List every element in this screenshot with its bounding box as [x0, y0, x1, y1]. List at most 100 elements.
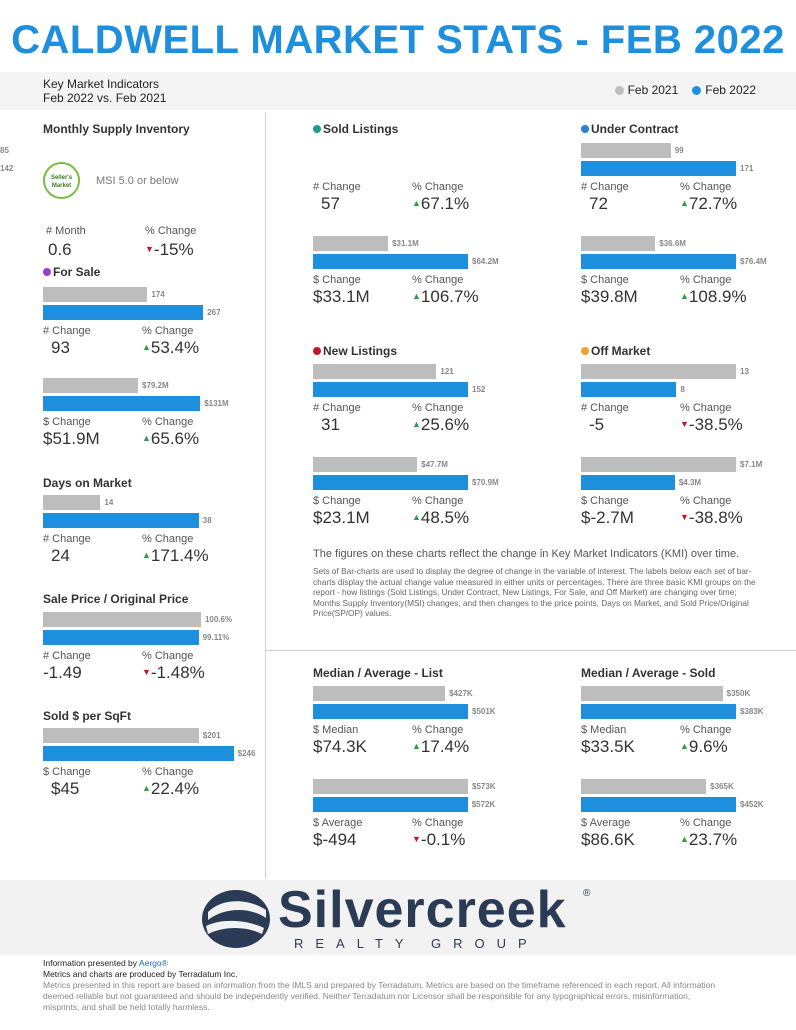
- chart-title-text: Under Contract: [591, 122, 679, 136]
- stat-value-pct-text: -38.8%: [688, 508, 743, 527]
- stat-value-pct: ▲48.5%: [412, 508, 469, 528]
- bar-sqft-feb-2021: [43, 728, 199, 743]
- aergo-link[interactable]: Aergo®: [138, 958, 168, 968]
- stat-value-pct: ▼-0.1%: [412, 830, 465, 850]
- msi-month-label: # Month: [46, 225, 86, 237]
- bar-off_count-feb-2021: [581, 364, 736, 379]
- up-arrow-icon: ▲: [680, 198, 689, 208]
- up-arrow-icon: ▲: [142, 550, 151, 560]
- bar-data-label: 100.6%: [204, 615, 233, 624]
- stat-label-pct: % Change: [412, 817, 464, 829]
- stat-value-change: 31: [321, 415, 340, 434]
- chart-title-dom: Days on Market: [43, 476, 132, 490]
- bar-sold_dollar-feb-2021: [313, 236, 389, 251]
- bar-sold_median-feb-2021: [581, 686, 723, 701]
- stat-value-pct-text: 106.7%: [420, 287, 479, 306]
- stat-value-pct: ▲65.6%: [142, 429, 199, 449]
- bar-uc_dollar-feb-2022: [581, 254, 736, 269]
- stat-value-pct: ▲171.4%: [142, 546, 209, 566]
- bar-data-label: $201: [202, 731, 221, 740]
- stat-value-change: $-494: [313, 830, 357, 849]
- bar-sold_avg-feb-2021: [581, 779, 707, 794]
- bar-data-label: $36.6M: [659, 239, 686, 248]
- kmi-line-1: Key Market Indicators: [43, 77, 160, 91]
- stat-value-pct: ▲67.1%: [412, 194, 469, 214]
- stat-value-change: 93: [51, 338, 70, 357]
- chart-title-text: Median / Average - List: [313, 666, 443, 680]
- chart-title-text: Sold $ per SqFt: [43, 709, 132, 723]
- stat-value-pct: ▲53.4%: [142, 338, 199, 358]
- chart-title-uc_count: Under Contract: [581, 122, 678, 136]
- stat-value-pct-text: 22.4%: [150, 779, 200, 798]
- stat-value-pct-text: 65.6%: [150, 429, 200, 448]
- bar-list_median-feb-2022: [313, 704, 468, 719]
- bar-for_sale_count-feb-2021: [43, 287, 148, 302]
- series-dot-icon: [43, 268, 51, 276]
- bar-data-label: 121: [440, 367, 454, 376]
- bar-data-label: $573K: [472, 782, 496, 791]
- bar-data-label: 14: [104, 498, 114, 507]
- chart-title-new_count: New Listings: [313, 344, 397, 358]
- down-arrow-icon: ▼: [145, 244, 154, 254]
- bar-data-label: $31.1M: [392, 239, 419, 248]
- chart-title-text: For Sale: [53, 265, 101, 279]
- chart-title-text: Median / Average - Sold: [581, 666, 716, 680]
- stat-value-change: $86.6K: [581, 830, 635, 849]
- chart-title-sold_median: Median / Average - Sold: [581, 666, 715, 680]
- bar-uc_dollar-feb-2021: [581, 236, 656, 251]
- stat-value-pct: ▲23.7%: [680, 830, 737, 850]
- bar-data-label: $501K: [472, 707, 496, 716]
- bar-data-label: 171: [740, 164, 754, 173]
- bar-data-label: $7.1M: [740, 460, 763, 469]
- bar-sold_avg-feb-2022: [581, 797, 736, 812]
- stat-value-pct: ▲25.6%: [412, 415, 469, 435]
- stat-label-pct: % Change: [412, 724, 464, 736]
- bar-uc_count-feb-2021: [581, 143, 671, 158]
- stat-label-change: # Change: [43, 325, 91, 337]
- bar-data-label: 99.11%: [202, 633, 230, 642]
- chart-title-text: New Listings: [323, 344, 398, 358]
- stat-value-pct-text: 53.4%: [150, 338, 200, 357]
- stat-value-change: $33.5K: [581, 737, 635, 756]
- chart-title-sold_count: Sold Listings: [313, 122, 398, 136]
- logo-registered-mark: ®: [583, 888, 591, 899]
- stat-label-pct: % Change: [142, 533, 194, 545]
- series-dot-icon: [581, 347, 589, 355]
- stat-label-pct: % Change: [680, 402, 732, 414]
- footer-prefix: Information presented by: [43, 958, 139, 968]
- stat-label-pct: % Change: [680, 274, 732, 286]
- company-logo: Silvercreek ® REALTY GROUP: [200, 881, 600, 954]
- stat-label-change: $ Average: [313, 817, 363, 829]
- footer-band: [0, 880, 796, 955]
- up-arrow-icon: ▲: [680, 741, 689, 751]
- up-arrow-icon: ▲: [680, 834, 689, 844]
- bar-data-label: $452K: [740, 800, 764, 809]
- chart-title-off_count: Off Market: [581, 344, 650, 358]
- stat-value-pct-text: -0.1%: [420, 830, 466, 849]
- chart-title-text: Sale Price / Original Price: [43, 592, 189, 606]
- stat-value-pct: ▼-38.5%: [680, 415, 743, 435]
- up-arrow-icon: ▲: [412, 741, 421, 751]
- stat-label-change: $ Median: [581, 724, 627, 736]
- bar-sold_dollar-feb-2022: [313, 254, 468, 269]
- bar-data-label: 13: [740, 367, 749, 376]
- stat-label-pct: % Change: [680, 817, 732, 829]
- stat-value-change: 57: [321, 194, 340, 213]
- stat-label-pct: % Change: [412, 495, 464, 507]
- bar-new_count-feb-2021: [313, 364, 437, 379]
- bar-list_avg-feb-2022: [313, 797, 468, 812]
- stat-value-pct-text: 25.6%: [420, 415, 470, 434]
- bar-data-label: $79.2M: [142, 381, 169, 390]
- stat-value-change: -5: [589, 415, 605, 434]
- stat-value-change: $23.1M: [313, 508, 370, 527]
- stat-label-pct: % Change: [142, 766, 194, 778]
- bar-data-label: 142: [0, 164, 14, 173]
- bar-data-label: 99: [674, 146, 684, 155]
- msi-title: Monthly Supply Inventory: [43, 122, 190, 136]
- bar-data-label: $365K: [710, 782, 734, 791]
- legend-dot-icon: [614, 86, 624, 95]
- stat-value-pct-text: 23.7%: [688, 830, 738, 849]
- chart-title-for_sale_count: For Sale: [43, 265, 100, 279]
- up-arrow-icon: ▲: [142, 783, 151, 793]
- stat-label-pct: % Change: [142, 416, 194, 428]
